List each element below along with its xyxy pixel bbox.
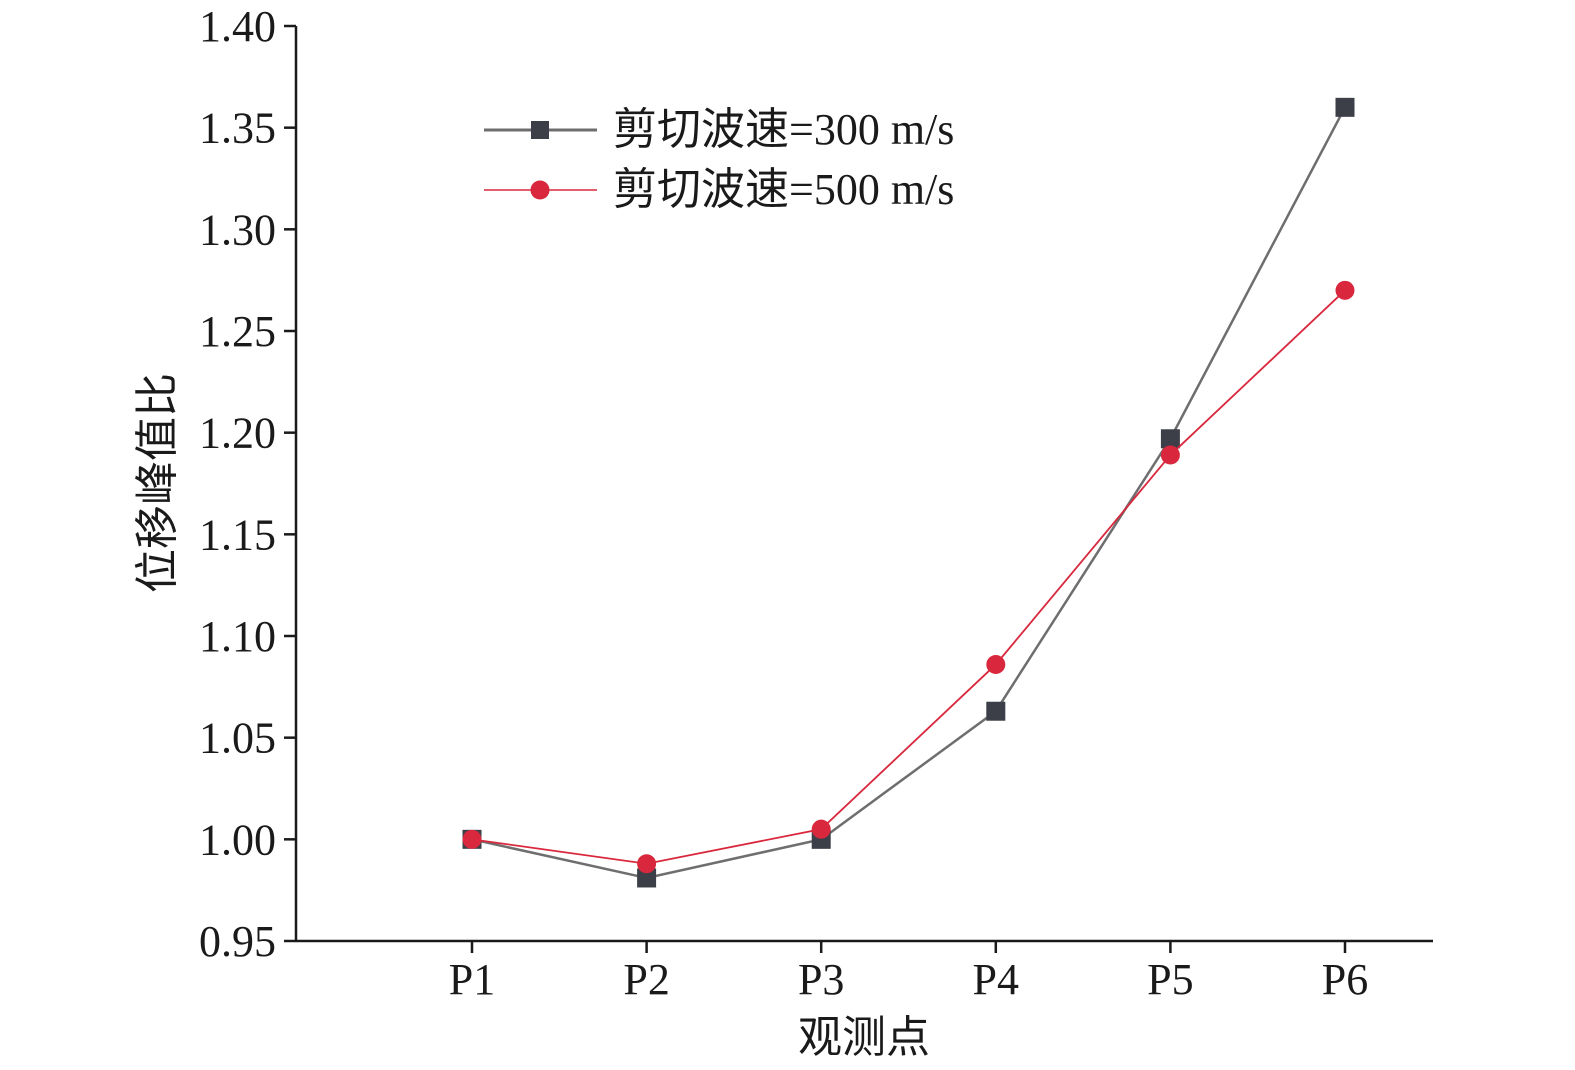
y-tick-label: 1.10 <box>199 612 276 661</box>
data-point-circle <box>1160 445 1180 465</box>
series-line-2 <box>471 289 1346 865</box>
x-tick-label: P5 <box>1147 955 1193 1004</box>
y-tick-label: 1.20 <box>199 409 276 458</box>
series-1 <box>462 97 1355 888</box>
legend-label-series-1: 剪切波速=300 m/s <box>613 105 954 154</box>
data-point-square <box>986 701 1006 721</box>
x-tick-label: P3 <box>798 955 844 1004</box>
legend: 剪切波速=300 m/s 剪切波速=500 m/s <box>484 105 954 214</box>
y-tick-label: 1.30 <box>199 205 276 254</box>
y-tick-label: 1.00 <box>199 815 276 864</box>
y-tick-label: 1.35 <box>199 104 276 153</box>
x-axis-title: 观测点 <box>798 1013 930 1062</box>
data-point-square <box>1335 97 1355 117</box>
y-tick-label: 1.05 <box>199 714 276 763</box>
data-point-circle <box>1335 280 1355 300</box>
y-tick-label: 1.25 <box>199 307 276 356</box>
x-tick-label: P2 <box>623 955 669 1004</box>
data-point-circle <box>637 854 657 874</box>
x-tick-label: P6 <box>1322 955 1368 1004</box>
data-point-circle <box>462 829 482 849</box>
y-axis-title: 位移峰值比 <box>133 373 182 593</box>
series-2 <box>462 280 1355 874</box>
axes <box>294 26 1433 943</box>
y-ticks: 0.95 1.00 1.05 1.10 1.15 1.20 1.25 1.30 1.35 1.40 <box>199 2 296 966</box>
series <box>462 97 1355 888</box>
data-point-square <box>637 868 657 888</box>
y-tick-label: 0.95 <box>199 917 276 966</box>
x-tick-label: P4 <box>973 955 1019 1004</box>
data-point-circle <box>811 819 831 839</box>
y-tick-label: 1.15 <box>199 510 276 559</box>
x-tick-label: P1 <box>449 955 495 1004</box>
series-line-1 <box>471 106 1347 880</box>
data-point-square <box>1160 429 1180 449</box>
legend-marker-series-2 <box>530 180 550 200</box>
x-ticks: P1 P2 P3 P4 P5 P6 <box>449 941 1368 1004</box>
y-tick-label: 1.40 <box>199 2 276 51</box>
data-point-circle <box>986 654 1006 674</box>
legend-marker-series-1 <box>531 121 549 139</box>
legend-label-series-2: 剪切波速=500 m/s <box>613 165 954 214</box>
